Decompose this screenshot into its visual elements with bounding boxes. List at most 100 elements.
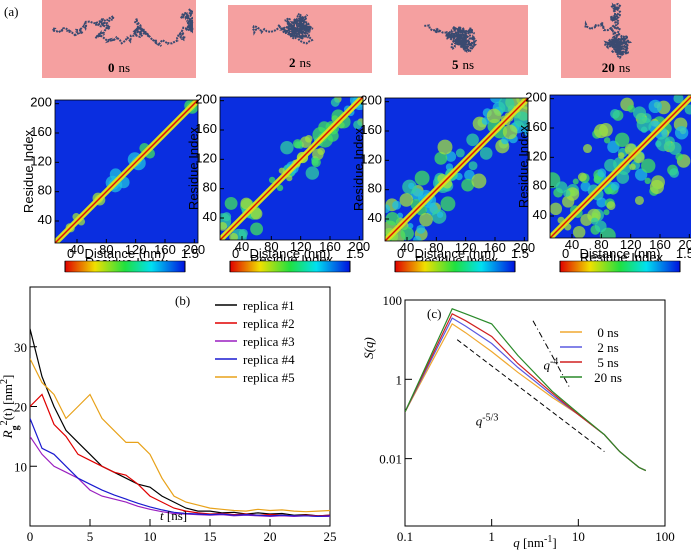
x-tick-label: 120 xyxy=(455,240,477,255)
contact-blob xyxy=(656,136,672,152)
panel-label: (a) xyxy=(4,4,18,19)
contact-blob xyxy=(616,171,630,184)
polymer-chain xyxy=(50,8,194,47)
y-tick-label: 160 xyxy=(360,122,382,137)
y-tick-label: 80 xyxy=(533,178,547,193)
text-part: 20 xyxy=(602,60,615,75)
colorbar xyxy=(559,260,681,273)
contact-blob xyxy=(437,139,453,155)
text-part: [ns] xyxy=(164,508,187,523)
colorbar-min: 0 xyxy=(397,246,404,261)
heatmap-frame xyxy=(54,99,199,244)
y-tick-label: 200 xyxy=(525,90,547,105)
legend-label: 5 ns xyxy=(597,355,618,370)
colorbar-label: Distance (nm) xyxy=(580,246,661,261)
series-line xyxy=(30,436,330,518)
y-tick-label: 1 xyxy=(396,372,403,387)
contact-blob xyxy=(250,222,264,236)
contact-blob xyxy=(222,212,232,222)
text-part: 2 xyxy=(0,420,10,425)
y-tick-label: 40 xyxy=(533,207,547,222)
guide-label: q-4 xyxy=(543,356,558,373)
contact-blob xyxy=(606,201,616,211)
y-axis-label: Residue Index xyxy=(516,124,531,208)
contact-blob xyxy=(268,176,276,184)
contact-blob xyxy=(498,98,515,113)
colorbar-max: 1.5 xyxy=(181,246,199,261)
text-part: ns xyxy=(619,60,631,75)
contact-blob xyxy=(580,181,591,192)
plot-frame xyxy=(404,299,666,527)
contact-blob xyxy=(436,211,444,218)
contact-blob xyxy=(651,77,658,84)
contact-blob xyxy=(278,167,285,174)
polymer-chain xyxy=(584,2,633,60)
y-tick-label: 40 xyxy=(38,212,52,227)
contact-blob xyxy=(486,108,502,124)
x-tick-label: 25 xyxy=(324,529,337,544)
x-tick-label: 160 xyxy=(154,242,176,257)
contact-blob xyxy=(413,235,422,241)
contact-blob xyxy=(572,178,579,185)
contact-blob xyxy=(590,217,599,225)
y-tick-label: 100 xyxy=(383,293,403,308)
contact-blob xyxy=(675,153,683,161)
y-tick-label: 10 xyxy=(14,459,27,474)
contact-blob xyxy=(673,95,684,104)
contact-blob xyxy=(399,193,414,207)
series-group xyxy=(30,328,330,518)
diagonal xyxy=(550,95,691,238)
y-tick-label: 80 xyxy=(203,180,217,195)
legend-label: replica #5 xyxy=(243,370,295,385)
x-tick-label: 10 xyxy=(572,529,585,544)
panel-label: (b) xyxy=(175,293,190,308)
text-part: 2 xyxy=(0,379,10,384)
contact-blob xyxy=(466,133,479,147)
contact-blob xyxy=(479,147,493,160)
contact-blob xyxy=(330,98,340,107)
contact-blob xyxy=(563,189,571,198)
contact-blob xyxy=(455,148,465,158)
y-axis-label: Residue Index xyxy=(21,129,36,213)
snapshot-label: 0 ns xyxy=(108,60,130,75)
y-tick-label: 120 xyxy=(525,148,547,163)
series-line xyxy=(30,418,330,518)
x-tick-label: 80 xyxy=(264,239,278,254)
contact-blob xyxy=(572,225,586,238)
text-part: q xyxy=(476,414,483,429)
text-part: R xyxy=(0,430,15,439)
contact-blob xyxy=(673,78,687,92)
contact-blob xyxy=(555,181,568,194)
y-tick-label: 40 xyxy=(203,209,217,224)
contact-blob xyxy=(633,106,647,120)
text-part: 0 xyxy=(108,60,115,75)
x-axis-label: t [ns] xyxy=(160,508,187,523)
contact-blob xyxy=(597,168,607,178)
contact-blob xyxy=(603,209,610,216)
legend-label: replica #3 xyxy=(243,334,295,349)
legend-label: 0 ns xyxy=(597,325,618,340)
x-tick-label: 100 xyxy=(655,529,675,544)
contact-blob xyxy=(593,175,601,184)
contact-blob xyxy=(400,226,414,241)
x-tick-label: 160 xyxy=(649,237,671,252)
heatmap-frame xyxy=(384,97,529,242)
y-tick-label: 200 xyxy=(360,93,382,108)
contact-blob xyxy=(648,99,662,114)
contact-blob xyxy=(577,172,587,182)
text-part: ns xyxy=(462,57,474,72)
text-part: ns xyxy=(299,55,311,70)
x-tick-label: 0 xyxy=(27,529,34,544)
x-axis-label: q [nm-1] xyxy=(513,534,556,551)
text-part: -4 xyxy=(550,356,558,367)
y-tick-label: 160 xyxy=(30,124,52,139)
heatmap-frame xyxy=(219,96,364,241)
snapshot-label: 20 ns xyxy=(602,60,631,75)
polymer-chain xyxy=(251,12,314,45)
text-part: 2 xyxy=(289,55,296,70)
heatmap-frame xyxy=(549,94,691,239)
colorbar-min: 0 xyxy=(67,246,74,261)
contact-blob xyxy=(636,116,652,132)
legend-label: replica #4 xyxy=(243,352,295,367)
